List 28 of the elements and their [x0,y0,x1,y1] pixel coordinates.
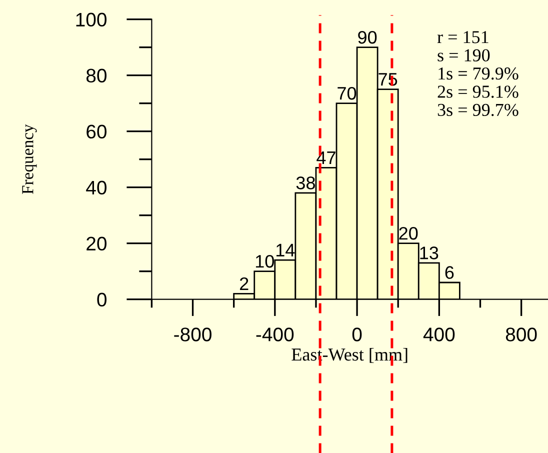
y-tick-label: 0 [97,292,106,307]
x-tick-label: 400 [423,328,455,342]
y-tick-label: 40 [86,180,106,195]
data-label: 13 [420,246,438,260]
x-tick-label: -800 [174,328,212,342]
data-label: 14 [276,244,295,256]
y-tick-label: 60 [86,124,106,139]
data-label: 38 [296,176,315,190]
annotation: 2s = 95.1% [438,86,518,98]
data-label: 2 [240,277,248,290]
x-axis-title: East-West [mm] [292,348,408,363]
y-tick-label: 20 [86,236,106,251]
data-label: 90 [358,30,377,44]
x-tick-label: 0 [352,328,362,342]
data-label: 10 [256,254,274,268]
data-label: 20 [399,226,418,240]
x-tick-label: -400 [256,328,294,342]
annotation: r = 151 [437,31,488,44]
x-tick-label: 800 [506,328,537,342]
y-tick-label: 100 [76,12,106,27]
annotation: s = 190 [438,49,490,62]
y-tick-label: 80 [86,68,106,83]
y-axis-title: Frequency [22,124,37,194]
data-label: 70 [338,86,356,100]
data-label: 6 [445,266,454,279]
data-label: 47 [316,152,336,164]
annotation: 1s = 79.9% [438,67,518,80]
annotation: 3s = 99.7% [438,104,518,116]
